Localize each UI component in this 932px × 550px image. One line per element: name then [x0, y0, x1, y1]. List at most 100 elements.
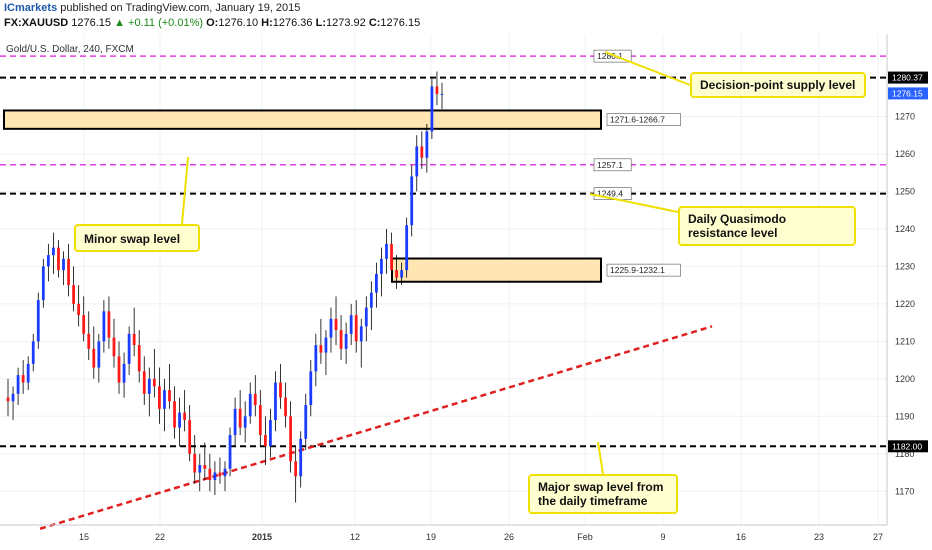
candle-body: [415, 146, 419, 177]
candle-body: [299, 438, 303, 477]
low-value: 1273.92: [325, 17, 366, 29]
candle-body: [57, 247, 60, 271]
axes: 1170 1180 1190 1200 1210 1220 1230 1240 1250 1260…: [0, 34, 915, 542]
zone-rect: [3, 109, 602, 130]
x-tick-label: 22: [155, 532, 165, 542]
x-tick-label: 9: [660, 532, 665, 542]
x-tick-label: 2015: [252, 532, 272, 542]
candle-body: [329, 318, 333, 338]
high-label: H:: [261, 17, 273, 29]
axis-price-tag: [888, 440, 928, 453]
y-tick-label: 1250: [895, 186, 915, 196]
candle-body: [400, 270, 404, 278]
zone-label-box: [606, 113, 681, 126]
candle-body: [31, 341, 35, 364]
open-value: 1276.10: [218, 17, 259, 29]
x-tick-label: 27: [873, 532, 883, 542]
zone-label-text: 1271.6-1266.7: [610, 115, 665, 125]
x-tick-label: Feb: [577, 532, 593, 542]
candle-body: [334, 318, 338, 331]
candle-body: [158, 386, 161, 409]
chart-header: ICmarkets published on TradingView.com, …: [0, 0, 932, 34]
y-tick-label: 1270: [895, 111, 915, 121]
candle-body: [319, 345, 323, 353]
candle-body: [339, 330, 343, 349]
publisher-line: ICmarkets published on TradingView.com, …: [4, 2, 300, 14]
last-price-tag: [888, 87, 928, 100]
y-tick-label: 1220: [895, 299, 915, 309]
candle-body: [420, 146, 424, 158]
candle-body: [147, 378, 151, 394]
callout-major-swap: Major swap level from the daily timefram…: [528, 474, 678, 514]
candle-body: [41, 266, 45, 301]
close-label: C:: [368, 17, 381, 29]
ticker-line: FX:XAUUSD 1276.15 ▲ +0.11 (+0.01%) O:127…: [4, 17, 420, 29]
candle-body: [213, 472, 217, 481]
brand-name[interactable]: ICmarkets: [4, 2, 58, 14]
candle-body: [410, 176, 414, 226]
candle-body: [405, 225, 409, 271]
level-label-text: 1249.4: [597, 189, 623, 199]
zone-label-box: [606, 263, 681, 277]
candle-body: [294, 461, 298, 477]
candle-body: [430, 86, 434, 132]
candle-body: [87, 333, 91, 349]
connector-decision-point: [604, 51, 691, 86]
y-tick-label: 1190: [895, 411, 914, 421]
candle-body: [395, 270, 398, 278]
trendline: [39, 325, 713, 530]
axis-price-tag-text: 1280.37: [892, 73, 923, 83]
candle-body: [425, 131, 429, 158]
candle-body: [390, 243, 393, 271]
candle-body: [168, 390, 171, 402]
candle-body: [435, 86, 439, 94]
candles: [6, 71, 444, 503]
trendline-group: [39, 325, 713, 530]
candle-body: [289, 416, 292, 462]
y-tick-label: 1170: [895, 486, 914, 496]
x-tick-label: 16: [736, 532, 746, 542]
change-value: +0.11 (+0.01%): [128, 17, 204, 29]
callout-major-swap-text: Major swap level from the daily timefram…: [538, 480, 664, 508]
open-label: O:: [206, 17, 219, 29]
candle-body: [188, 420, 192, 454]
connector-daily-quasimodo: [589, 193, 679, 213]
candle-body: [6, 397, 10, 402]
y-tick-label: 1180: [895, 449, 914, 459]
candle-body: [263, 435, 267, 447]
price-tags: 1271.6-1266.7 1225.9-1232.1 1286.1 1280.37 1…: [593, 49, 928, 453]
y-tick-label: 1200: [895, 374, 915, 384]
close-value: 1276.15: [380, 17, 421, 29]
candle-body: [223, 468, 227, 477]
candle-body: [142, 371, 146, 394]
candle-body: [309, 371, 313, 406]
candle-body: [385, 243, 388, 259]
candle-body: [132, 333, 136, 346]
zone-label-text: 1225.9-1232.1: [610, 265, 665, 275]
candle-body: [258, 405, 262, 436]
up-arrow-icon: ▲: [114, 17, 125, 29]
candle-body: [62, 258, 65, 271]
callout-decision-point-text: Decision-point supply level: [700, 78, 856, 92]
candle-body: [359, 326, 363, 342]
candle-body: [253, 393, 257, 406]
candle-body: [279, 382, 282, 398]
callout-daily-quasimodo-text: Daily Quasimodo resistance level: [688, 212, 787, 240]
candle-body: [102, 311, 106, 342]
candle-body: [198, 465, 202, 473]
connector-minor-swap: [181, 156, 189, 225]
x-tick-label: 26: [504, 532, 514, 542]
candle-body: [228, 435, 232, 469]
symbol-label[interactable]: FX:XAUUSD: [4, 17, 69, 29]
candle-body: [344, 333, 348, 349]
candle-body: [122, 363, 126, 383]
candle-body: [183, 412, 187, 421]
candle-body: [304, 405, 308, 439]
callout-daily-quasimodo: Daily Quasimodo resistance level: [678, 206, 856, 246]
y-tick-label: 1230: [895, 261, 915, 271]
axis-price-tag-text: 1182.00: [892, 441, 922, 451]
callout-minor-swap-text: Minor swap level: [84, 232, 181, 246]
candle-body: [36, 300, 40, 342]
x-tick-label: 12: [350, 532, 360, 542]
